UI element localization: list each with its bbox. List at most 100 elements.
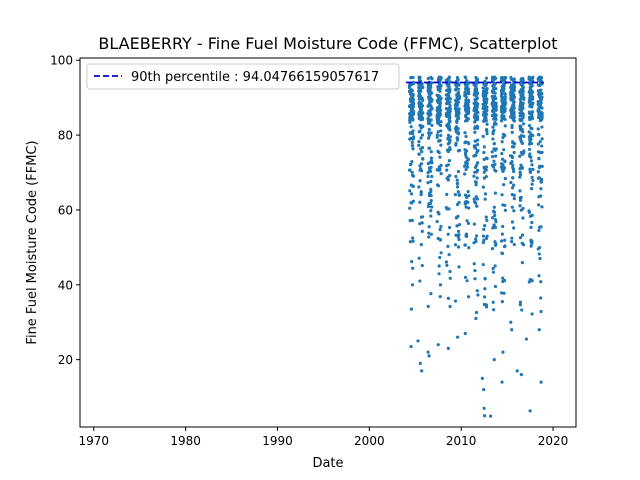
data-point [531,178,535,183]
data-point [482,387,486,392]
data-point [475,105,479,109]
data-point [464,234,468,238]
data-point [529,244,533,248]
data-point [411,147,415,151]
data-point [455,117,459,121]
data-point [411,117,415,121]
data-point [445,168,449,172]
data-point [436,85,440,89]
data-point [466,117,470,121]
data-point [447,225,452,230]
data-point [518,136,523,140]
data-point [446,148,450,152]
data-point [457,83,461,87]
data-point [427,354,431,358]
data-point [445,96,450,100]
data-point [435,93,439,97]
data-point [445,192,449,196]
data-point [454,114,459,118]
y-tick-label: 60 [58,203,73,217]
data-point [463,141,467,145]
x-tick-label: 1990 [262,434,293,448]
data-point [500,251,505,256]
data-point [519,96,523,100]
data-point [500,108,504,112]
data-point [472,108,476,113]
x-axis: 1970 1980 1990 2000 2010 2020 [79,427,568,448]
data-point [410,159,414,164]
data-point [501,276,505,280]
data-point [417,143,421,147]
data-point [465,165,470,169]
legend-label: 90th percentile : 94.04766159057617 [131,70,379,85]
data-point [473,200,477,204]
data-point [448,97,452,101]
data-point [429,85,433,89]
data-point [529,77,533,82]
data-point [457,223,462,227]
data-point [503,99,507,103]
data-point [426,174,430,179]
data-point [439,224,443,229]
data-point [531,167,535,171]
data-point [529,80,533,84]
data-point [503,95,507,99]
data-point [426,304,430,308]
data-point [474,310,479,315]
data-point [528,409,532,413]
data-point [481,102,485,106]
data-point [472,174,476,178]
data-point [472,222,476,226]
data-point [484,215,488,219]
data-point [492,159,496,163]
data-point [490,102,494,106]
data-point [502,148,506,152]
data-point [481,113,485,117]
data-point [537,274,541,278]
data-point [540,137,544,141]
data-point [436,121,440,125]
data-point [518,173,523,177]
data-point [411,236,415,240]
data-point [501,350,505,354]
data-point [536,142,540,146]
data-point [512,110,516,114]
data-point [530,116,535,120]
data-point [521,206,525,211]
data-point [500,299,504,304]
data-point [481,91,486,95]
data-point [419,190,423,194]
data-point [438,138,442,143]
data-point [439,96,443,101]
data-point [446,122,451,126]
data-point [466,98,471,102]
data-point [528,112,532,116]
data-point [481,86,485,90]
data-point [438,283,443,287]
data-point [464,91,468,95]
data-point [455,178,459,182]
y-tick-label: 40 [58,278,73,292]
data-point [512,197,516,201]
data-point [484,112,488,116]
data-point [482,145,486,149]
data-point [520,166,524,170]
data-point [407,168,412,172]
data-point [428,168,432,172]
data-point [427,92,431,96]
data-point [539,309,543,314]
data-point [435,219,439,224]
data-point [481,240,485,245]
data-point [503,109,507,113]
data-point [503,208,508,212]
data-point [493,243,498,247]
data-point [457,94,461,98]
data-point [519,77,523,81]
data-point [476,143,480,147]
data-point [512,209,516,213]
data-point [463,131,467,135]
data-point [500,380,504,384]
data-point [435,133,439,137]
data-point [437,165,441,169]
data-point [530,126,534,131]
